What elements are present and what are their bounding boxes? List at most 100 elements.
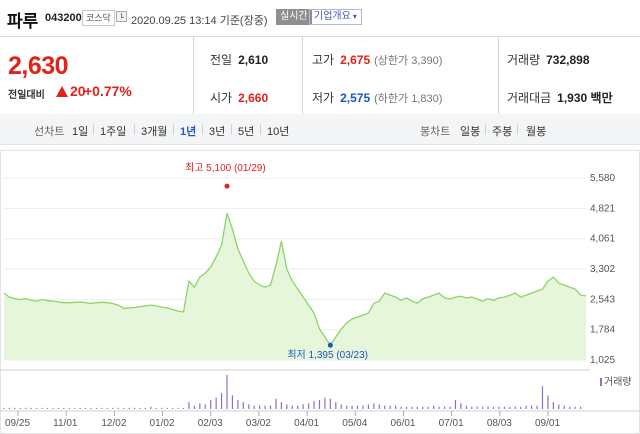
volume-bar	[144, 407, 147, 409]
volume-bar	[520, 406, 522, 409]
y-tick-label: 4,061	[590, 234, 615, 245]
tab-period-1d[interactable]: 1일	[72, 126, 89, 138]
y-tick-label: 5,580	[590, 173, 615, 184]
x-tick-label: 05/04	[342, 418, 367, 429]
x-tick-label: 09/25	[5, 418, 30, 429]
volume-bar	[128, 407, 130, 409]
volume-bar	[177, 407, 179, 409]
volume-bar	[536, 405, 538, 409]
divider	[302, 36, 303, 114]
volume-bar	[411, 406, 413, 409]
x-tick-label: 06/01	[390, 418, 415, 429]
x-tick-label: 09/01	[535, 418, 560, 429]
tab-period-1y[interactable]: 1년	[180, 126, 197, 138]
volume-bar	[231, 395, 234, 409]
volume-bar	[210, 399, 212, 409]
volume-bar	[264, 405, 266, 409]
volume-bar	[427, 406, 429, 409]
volume-bar	[351, 405, 353, 409]
x-tick-label: 08/03	[487, 418, 512, 429]
volume-bar	[280, 402, 283, 409]
clock-icon	[116, 11, 127, 22]
volume-bar	[400, 406, 402, 409]
company-info-label: 기업개요	[314, 11, 351, 22]
line-chart-label: 선차트	[34, 126, 65, 138]
volume-bar	[525, 405, 527, 409]
divider	[498, 36, 499, 114]
volume-bar	[112, 407, 114, 409]
volume-bar	[215, 397, 217, 409]
volume-bar	[117, 407, 119, 409]
tab-candle-monthly[interactable]: 월봉	[526, 126, 547, 138]
volume-bar	[373, 403, 375, 409]
company-info-dropdown[interactable]: 기업개요 ▾	[309, 9, 362, 25]
volume-bar	[242, 402, 244, 409]
volume-bar	[395, 405, 397, 409]
tab-period-3m[interactable]: 3개월	[141, 126, 168, 138]
stat-high: 고가 2,675 (상한가 3,390)	[312, 53, 443, 67]
y-tick-label: 4,821	[590, 203, 615, 214]
y-tick-label: 1,784	[590, 325, 615, 336]
volume-legend-swatch	[600, 378, 602, 386]
volume-bar	[193, 405, 195, 409]
y-tick-label: 3,302	[590, 264, 615, 275]
volume-bar	[471, 406, 473, 409]
volume-bar	[329, 398, 331, 409]
x-tick-label: 11/01	[53, 418, 78, 429]
volume-bar	[95, 407, 98, 409]
volume-bar	[286, 404, 288, 409]
tab-period-3y[interactable]: 3년	[209, 126, 226, 138]
volume-bar	[574, 406, 576, 409]
divider	[193, 36, 194, 114]
stat-open: 시가 2,660	[210, 91, 269, 105]
volume-bar	[346, 405, 348, 409]
volume-bar	[253, 405, 255, 409]
stock-name: 파루	[7, 12, 39, 31]
volume-bar	[558, 404, 560, 409]
volume-bar	[14, 407, 16, 409]
volume-bar	[405, 406, 408, 409]
change-label: 전일대비	[8, 90, 45, 101]
low-marker	[327, 342, 333, 348]
volume-bar	[204, 404, 206, 409]
low-annotation: 최저 1,395 (03/23)	[287, 349, 368, 361]
volume-bar	[367, 404, 370, 409]
volume-bar	[237, 399, 239, 409]
high-annotation: 최고 5,100 (01/29)	[185, 162, 266, 174]
volume-bar	[275, 398, 277, 409]
tab-candle-weekly[interactable]: 주봉	[492, 126, 513, 138]
volume-bar	[465, 405, 467, 409]
volume-bar	[74, 407, 76, 409]
volume-bar	[503, 406, 506, 409]
volume-bar	[531, 405, 533, 409]
price-line	[3, 212, 587, 347]
volume-bar	[569, 406, 571, 409]
tab-period-10y[interactable]: 10년	[267, 126, 290, 138]
tab-period-5y[interactable]: 5년	[238, 126, 255, 138]
x-tick-label: 04/01	[294, 418, 319, 429]
tab-period-1w[interactable]: 1주일	[100, 126, 127, 138]
realtime-button[interactable]: 실시간	[276, 9, 312, 25]
stock-header: 파루 043200 코스닥 2020.09.25 13:14 기준(장중) 실시…	[0, 0, 640, 37]
volume-bar	[514, 406, 516, 409]
volume-bar	[269, 405, 272, 409]
volume-bar	[259, 405, 261, 409]
tab-candle-daily[interactable]: 일봉	[460, 126, 481, 138]
volume-bar	[41, 407, 43, 409]
stat-prev-close: 전일 2,610	[210, 53, 269, 67]
volume-bar	[25, 407, 27, 409]
volume-bar	[133, 407, 136, 409]
volume-bar	[150, 406, 152, 409]
volume-bar	[248, 404, 250, 409]
volume-bar	[84, 407, 87, 409]
volume-bar	[384, 405, 386, 409]
volume-bar	[313, 401, 315, 409]
volume-bar	[302, 404, 304, 409]
change-rate: +0.77%	[84, 83, 132, 99]
volume-bar	[492, 406, 495, 409]
x-tick-label: 02/03	[198, 418, 223, 429]
volume-bar	[356, 405, 359, 409]
x-tick-label: 07/01	[439, 418, 464, 429]
y-tick-label: 2,543	[590, 294, 615, 305]
